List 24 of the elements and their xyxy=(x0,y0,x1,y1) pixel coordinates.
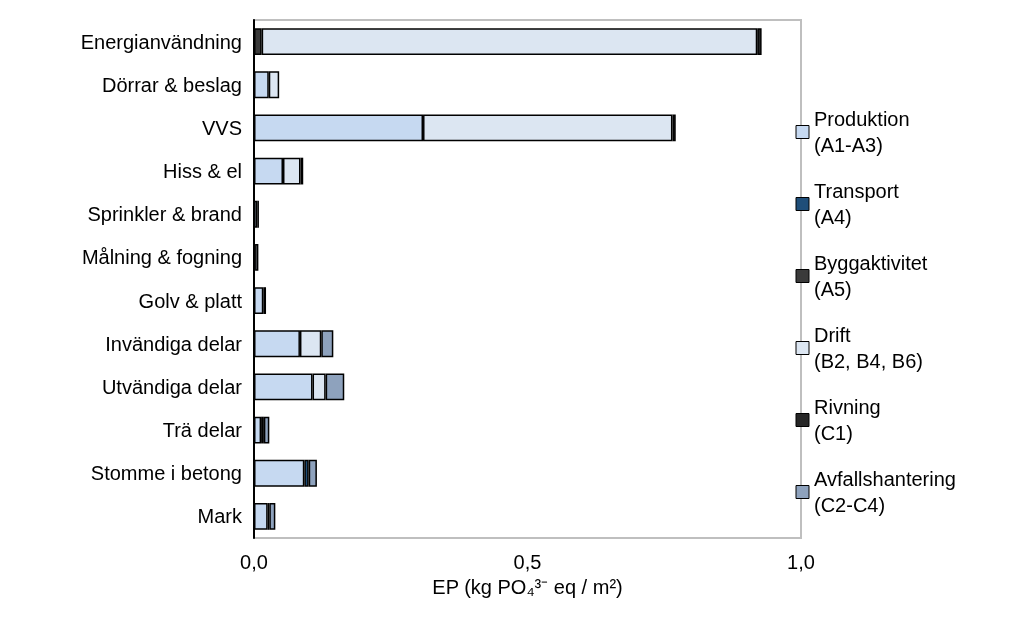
y-tick-label: Utvändiga delar xyxy=(101,375,243,398)
legend-label: Byggaktivitet (A5) xyxy=(814,252,928,300)
y-tick-label: Dörrar & beslag xyxy=(101,73,242,96)
bar xyxy=(308,459,317,487)
x-axis-title: EP (kg PO₄³⁻ eq / m²) xyxy=(432,575,623,598)
y-tick-label: Stomme i betong xyxy=(90,462,242,485)
y-tick-label: Mark xyxy=(197,505,243,528)
legend-label: Transport (A4) xyxy=(814,180,900,228)
x-tick-label: 0,0 xyxy=(240,551,268,573)
y-tick-label: Trä delar xyxy=(162,419,243,442)
x-tick-label: 0,5 xyxy=(513,551,542,573)
bar xyxy=(263,416,270,444)
x-tick-label: 1,0 xyxy=(787,551,815,573)
y-tick-label: Sprinkler & brand xyxy=(87,203,242,226)
y-tick-label: VVS xyxy=(201,116,242,139)
y-tick-label: Energianvändning xyxy=(80,30,242,53)
legend-label: Produktion (A1-A3) xyxy=(814,108,910,156)
y-tick-label: Målning & fogning xyxy=(81,246,242,269)
y-tick-label: Invändiga delar xyxy=(105,332,243,355)
y-tick-label: Hiss & el xyxy=(163,160,242,183)
legend-label: Avfallshantering (C2-C4) xyxy=(814,468,956,516)
y-tick-label: Golv & platt xyxy=(138,289,243,312)
legend-label: Rivning (C1) xyxy=(814,396,881,444)
legend-label: Drift (B2, B4, B6) xyxy=(814,324,923,372)
